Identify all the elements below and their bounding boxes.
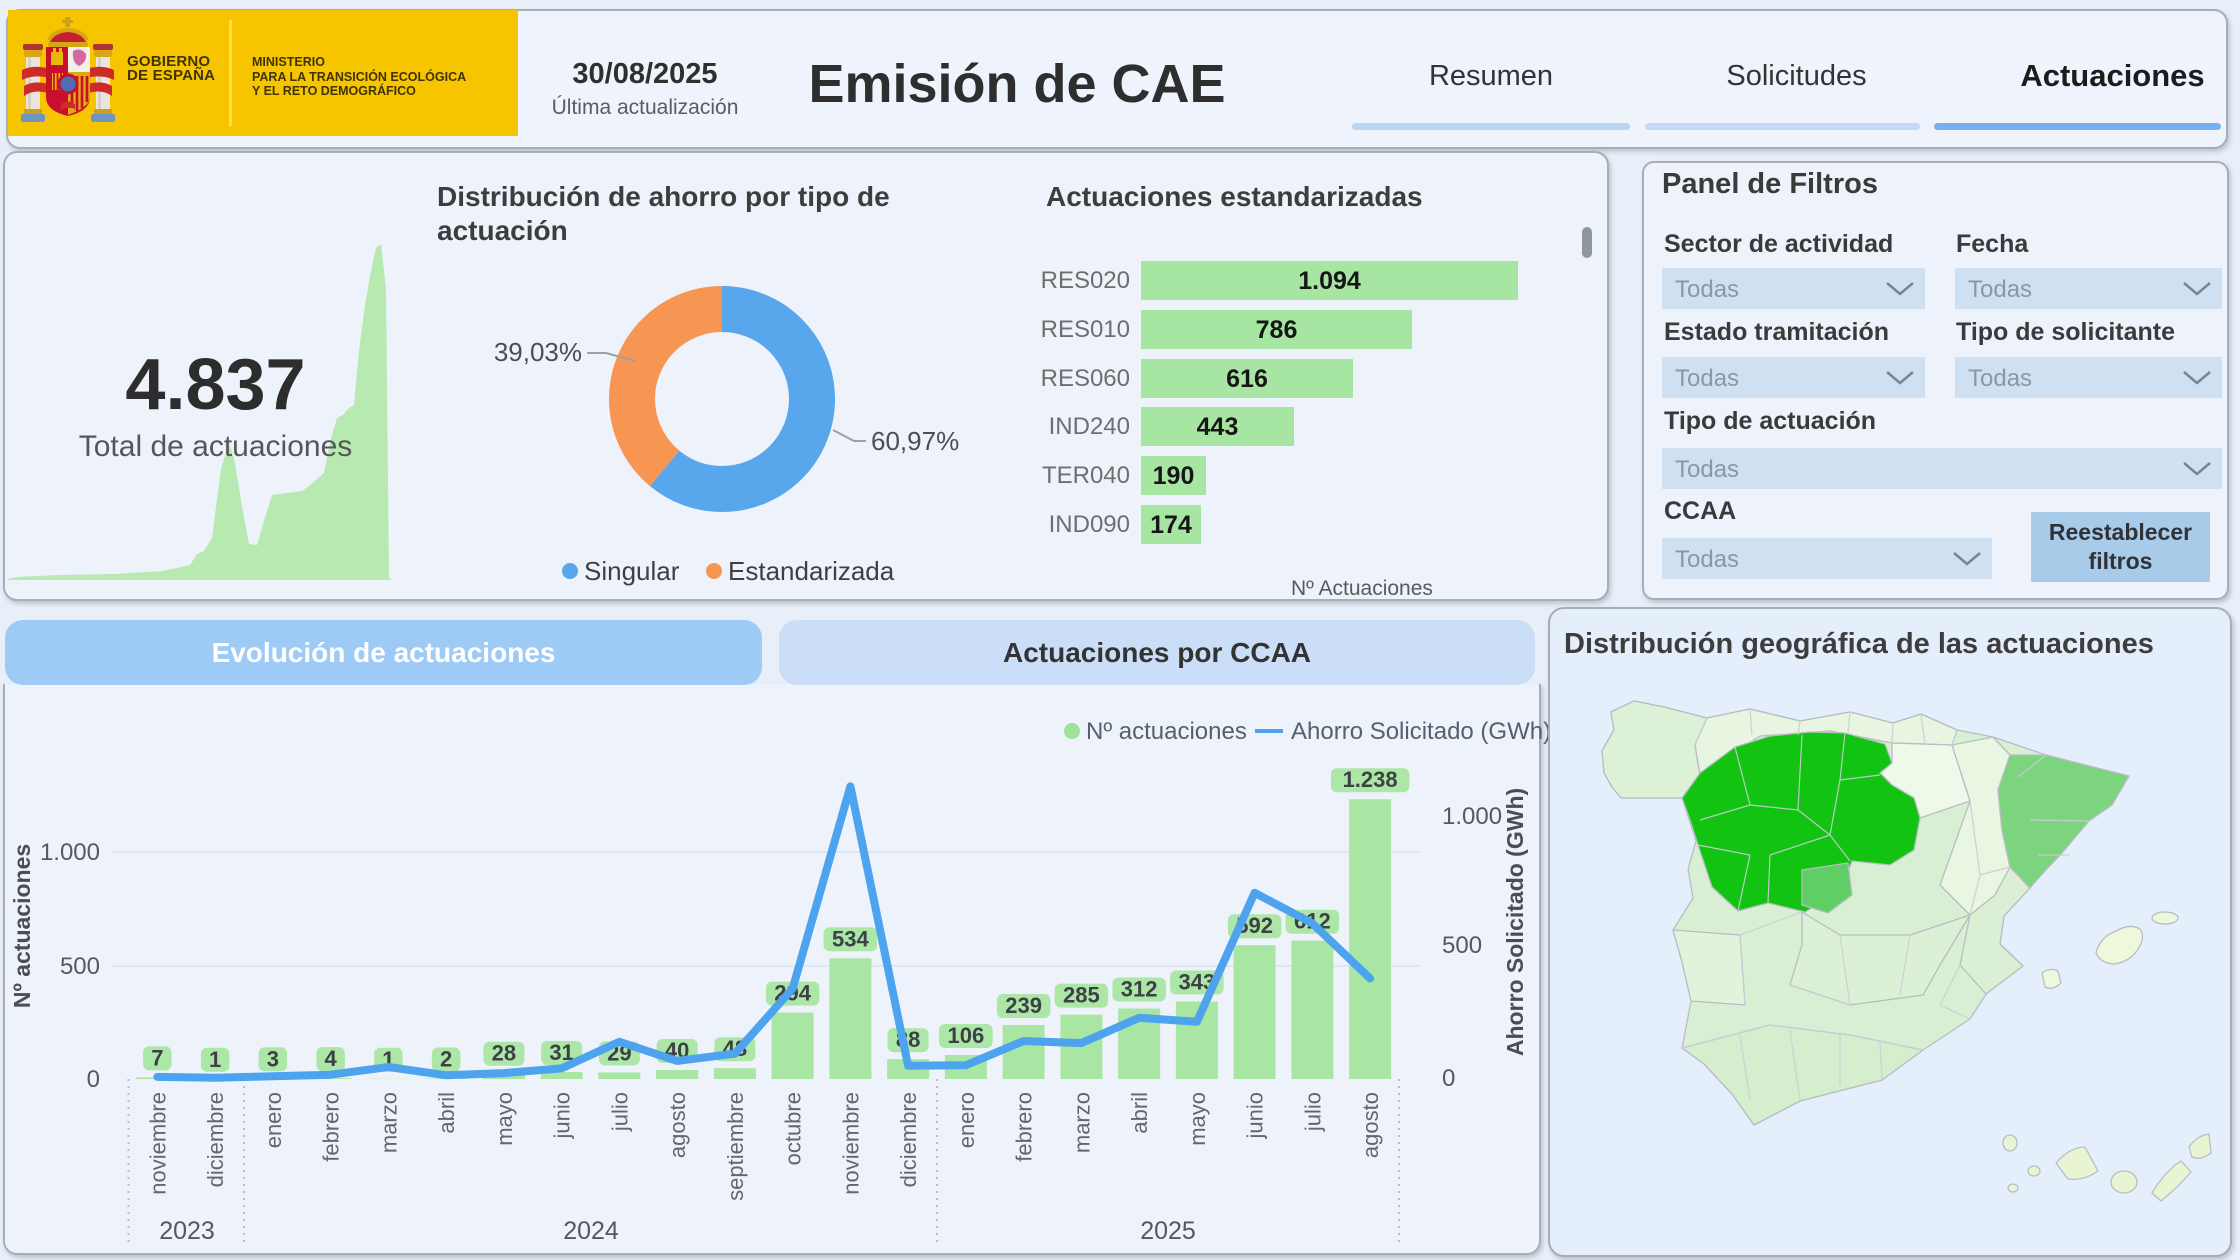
svg-text:1.000: 1.000 bbox=[40, 839, 100, 866]
svg-text:mayo: mayo bbox=[492, 1092, 517, 1146]
svg-text:octubre: octubre bbox=[781, 1092, 806, 1165]
svg-text:500: 500 bbox=[1442, 932, 1482, 959]
svg-text:0: 0 bbox=[87, 1066, 100, 1093]
svg-text:junio: junio bbox=[1243, 1092, 1268, 1139]
svg-text:Ahorro Solicitado (GWh): Ahorro Solicitado (GWh) bbox=[1502, 788, 1528, 1056]
svg-text:285: 285 bbox=[1063, 983, 1100, 1008]
svg-text:1: 1 bbox=[209, 1047, 221, 1072]
svg-text:agosto: agosto bbox=[665, 1092, 690, 1158]
svg-text:noviembre: noviembre bbox=[145, 1092, 170, 1195]
svg-text:3: 3 bbox=[267, 1046, 279, 1071]
svg-text:septiembre: septiembre bbox=[723, 1092, 748, 1201]
svg-text:febrero: febrero bbox=[1012, 1092, 1037, 1162]
svg-text:diciembre: diciembre bbox=[896, 1092, 921, 1187]
svg-text:500: 500 bbox=[60, 953, 100, 980]
svg-text:7: 7 bbox=[151, 1045, 163, 1070]
svg-text:2: 2 bbox=[440, 1047, 452, 1072]
svg-text:enero: enero bbox=[954, 1092, 979, 1148]
svg-text:60,97%: 60,97% bbox=[871, 426, 959, 456]
svg-text:2023: 2023 bbox=[159, 1217, 215, 1245]
svg-text:Nº actuaciones: Nº actuaciones bbox=[9, 844, 35, 1008]
svg-text:1.238: 1.238 bbox=[1343, 767, 1398, 792]
svg-text:Singular: Singular bbox=[584, 556, 680, 586]
svg-text:Nº actuaciones: Nº actuaciones bbox=[1086, 718, 1247, 745]
svg-text:0: 0 bbox=[1442, 1065, 1455, 1092]
svg-text:julio: julio bbox=[1300, 1092, 1325, 1132]
svg-text:diciembre: diciembre bbox=[203, 1092, 228, 1187]
svg-text:2025: 2025 bbox=[1140, 1217, 1196, 1245]
svg-text:39,03%: 39,03% bbox=[494, 337, 582, 367]
svg-text:534: 534 bbox=[832, 926, 869, 951]
svg-text:enero: enero bbox=[261, 1092, 286, 1148]
svg-text:Estandarizada: Estandarizada bbox=[728, 556, 895, 586]
svg-text:Ahorro Solicitado (GWh): Ahorro Solicitado (GWh) bbox=[1291, 718, 1551, 745]
svg-text:junio: junio bbox=[550, 1092, 575, 1139]
svg-text:4: 4 bbox=[324, 1046, 337, 1071]
svg-text:28: 28 bbox=[492, 1041, 516, 1066]
svg-text:mayo: mayo bbox=[1185, 1092, 1210, 1146]
svg-text:2024: 2024 bbox=[563, 1217, 619, 1245]
svg-text:julio: julio bbox=[607, 1092, 632, 1132]
svg-text:239: 239 bbox=[1005, 993, 1042, 1018]
svg-text:106: 106 bbox=[948, 1023, 985, 1048]
svg-text:marzo: marzo bbox=[1069, 1092, 1094, 1153]
svg-text:febrero: febrero bbox=[319, 1092, 344, 1162]
svg-text:312: 312 bbox=[1121, 977, 1158, 1002]
svg-text:abril: abril bbox=[434, 1092, 459, 1134]
svg-text:abril: abril bbox=[1127, 1092, 1152, 1134]
svg-text:1.000: 1.000 bbox=[1442, 803, 1502, 830]
svg-text:noviembre: noviembre bbox=[838, 1092, 863, 1195]
svg-text:marzo: marzo bbox=[376, 1092, 401, 1153]
svg-text:agosto: agosto bbox=[1358, 1092, 1383, 1158]
